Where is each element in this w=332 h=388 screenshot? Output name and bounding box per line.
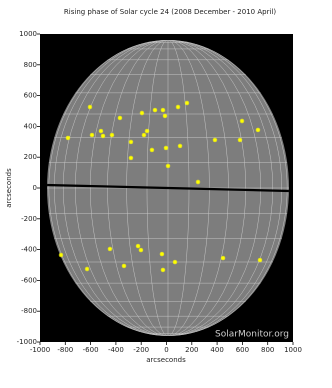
sunspot-marker (162, 113, 168, 119)
sunspot-marker (139, 110, 145, 116)
sunspot-marker (128, 155, 134, 161)
x-tick-label: 800 (261, 346, 274, 354)
sunspot-marker (107, 246, 113, 252)
sunspot-marker (212, 137, 218, 143)
sunspot-marker (255, 127, 261, 133)
sunspot-marker (175, 104, 181, 110)
sunspot-marker (87, 104, 93, 110)
y-tick-label: 0 (33, 184, 37, 192)
x-tick-label: 400 (210, 346, 223, 354)
sunspot-marker (220, 255, 226, 261)
sunspot-marker (239, 118, 245, 124)
sunspot-marker (160, 107, 166, 113)
y-tick-label: 800 (24, 61, 37, 69)
sunspot-marker (117, 115, 123, 121)
x-tick-label: 200 (185, 346, 198, 354)
y-tick-label: 200 (24, 153, 37, 161)
x-tick-label: -1000 (30, 346, 50, 354)
sunspot-marker (160, 267, 166, 273)
x-tick-label: 600 (236, 346, 249, 354)
x-tick-label: 0 (164, 346, 168, 354)
y-axis-label: arcseconds (5, 168, 13, 208)
x-axis-label: arcseconds (146, 356, 186, 364)
x-tick-label: -800 (57, 346, 73, 354)
sunspot-marker (152, 107, 158, 113)
sunspot-marker (65, 135, 71, 141)
equator (47, 183, 289, 193)
sunspot-marker (144, 128, 150, 134)
sunspot-marker (163, 145, 169, 151)
x-tick-label: -200 (133, 346, 149, 354)
sunspot-marker (149, 147, 155, 153)
y-tick-label: 600 (24, 92, 37, 100)
sunspot-marker (135, 243, 141, 249)
x-tick-label: 1000 (284, 346, 302, 354)
sunspot-marker (109, 132, 115, 138)
y-tick-label: 400 (24, 122, 37, 130)
sunspot-marker (121, 263, 127, 269)
sunspot-marker (159, 251, 165, 257)
sunspot-marker (138, 247, 144, 253)
y-tick-label: 1000 (19, 30, 37, 38)
sunspot-marker (177, 143, 183, 149)
sunspot-marker (58, 252, 64, 258)
sunspot-marker (89, 132, 95, 138)
x-tick-label: -600 (83, 346, 99, 354)
y-tick-label: -1000 (17, 338, 37, 346)
sunspot-marker (141, 132, 147, 138)
sunspot-marker (165, 163, 171, 169)
sunspot-marker (184, 100, 190, 106)
sunspot-marker (100, 133, 106, 139)
watermark: SolarMonitor.org (215, 330, 289, 340)
sunspot-marker (172, 259, 178, 265)
chart-title: Rising phase of Solar cycle 24 (2008 Dec… (64, 8, 276, 16)
sunspot-marker (128, 139, 134, 145)
sunspot-marker (237, 137, 243, 143)
sunspot-marker (257, 257, 263, 263)
y-tick-label: -200 (21, 215, 37, 223)
sunspot-marker (84, 266, 90, 272)
sunspot-marker (195, 179, 201, 185)
y-tick-label: -800 (21, 307, 37, 315)
x-tick-label: -400 (108, 346, 124, 354)
y-tick-label: -400 (21, 246, 37, 254)
sunspot-marker (98, 128, 104, 134)
y-tick-label: -600 (21, 276, 37, 284)
